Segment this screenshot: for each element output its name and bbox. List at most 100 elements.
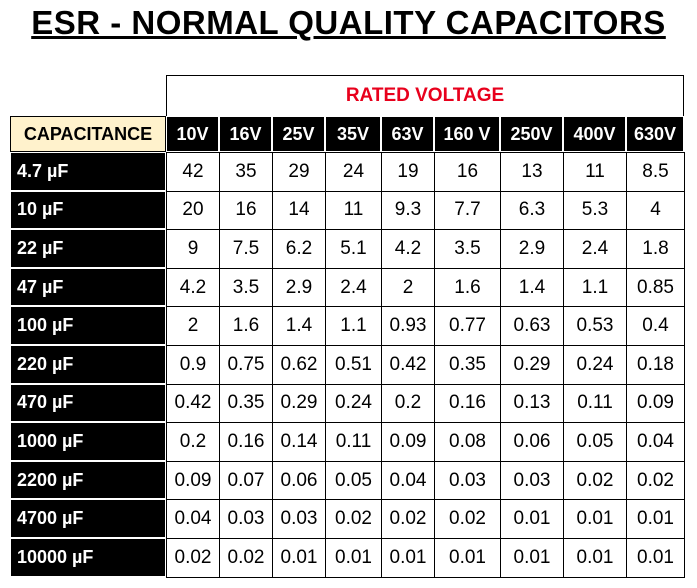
column-header: 400V xyxy=(563,116,626,152)
esr-value: 0.04 xyxy=(166,499,220,539)
esr-value: 0.93 xyxy=(381,306,435,346)
esr-value: 0.09 xyxy=(626,383,685,424)
esr-value: 0.01 xyxy=(381,538,435,578)
esr-value: 0.42 xyxy=(381,345,435,385)
esr-value: 0.09 xyxy=(166,460,220,501)
esr-value: 0.07 xyxy=(219,460,273,501)
esr-value: 2 xyxy=(166,306,220,346)
column-header: 35V xyxy=(325,116,381,152)
esr-value: 0.09 xyxy=(381,422,435,462)
esr-value: 3.5 xyxy=(434,229,501,269)
esr-value: 19 xyxy=(381,152,435,192)
esr-value: 0.01 xyxy=(626,538,685,578)
esr-value: 0.63 xyxy=(500,306,564,346)
esr-value: 0.13 xyxy=(500,383,564,424)
column-header: 16V xyxy=(219,116,272,152)
column-header: 25V xyxy=(272,116,325,152)
column-header: 630V xyxy=(626,116,684,152)
esr-value: 0.01 xyxy=(563,538,627,578)
column-header: 63V xyxy=(381,116,434,152)
esr-value: 5.3 xyxy=(563,190,627,231)
esr-value: 0.01 xyxy=(500,499,564,539)
esr-value: 2 xyxy=(381,267,435,308)
esr-value: 0.01 xyxy=(325,538,382,578)
row-label: 1000 µF xyxy=(10,422,166,461)
group-header: RATED VOLTAGE xyxy=(166,75,684,117)
esr-value: 7.7 xyxy=(434,190,501,231)
esr-value: 0.18 xyxy=(626,345,685,385)
esr-value: 0.11 xyxy=(325,422,382,462)
column-header: 160 V xyxy=(434,116,500,152)
esr-value: 6.2 xyxy=(272,229,326,269)
esr-value: 0.02 xyxy=(434,499,501,539)
esr-value: 9 xyxy=(166,229,220,269)
esr-value: 7.5 xyxy=(219,229,273,269)
esr-value: 0.53 xyxy=(563,306,627,346)
esr-value: 29 xyxy=(272,152,326,192)
esr-value: 0.16 xyxy=(219,422,273,462)
esr-value: 0.75 xyxy=(219,345,273,385)
esr-value: 2.4 xyxy=(563,229,627,269)
esr-value: 4 xyxy=(626,190,685,231)
esr-value: 0.11 xyxy=(563,383,627,424)
esr-value: 0.2 xyxy=(166,422,220,462)
esr-value: 0.02 xyxy=(166,538,220,578)
esr-value: 0.03 xyxy=(219,499,273,539)
esr-value: 1.6 xyxy=(434,267,501,308)
esr-value: 0.01 xyxy=(434,538,501,578)
esr-value: 0.51 xyxy=(325,345,382,385)
row-label: 4.7 µF xyxy=(10,152,166,191)
esr-value: 1.1 xyxy=(563,267,627,308)
esr-value: 0.01 xyxy=(626,499,685,539)
esr-value: 16 xyxy=(219,190,273,231)
esr-value: 5.1 xyxy=(325,229,382,269)
esr-value: 20 xyxy=(166,190,220,231)
esr-value: 0.05 xyxy=(563,422,627,462)
esr-value: 0.01 xyxy=(272,538,326,578)
row-label: 220 µF xyxy=(10,345,166,384)
esr-value: 6.3 xyxy=(500,190,564,231)
esr-value: 0.62 xyxy=(272,345,326,385)
esr-value: 2.4 xyxy=(325,267,382,308)
row-label: 100 µF xyxy=(10,306,166,345)
esr-value: 3.5 xyxy=(219,267,273,308)
esr-value: 2.9 xyxy=(500,229,564,269)
esr-value: 0.24 xyxy=(563,345,627,385)
esr-value: 1.4 xyxy=(500,267,564,308)
row-label: 2200 µF xyxy=(10,460,166,500)
row-label: 4700 µF xyxy=(10,499,166,538)
esr-value: 0.77 xyxy=(434,306,501,346)
esr-value: 8.5 xyxy=(626,152,685,192)
title: ESR - NORMAL QUALITY CAPACITORS xyxy=(31,4,666,41)
esr-value: 0.85 xyxy=(626,267,685,308)
esr-value: 0.29 xyxy=(500,345,564,385)
row-label: 22 µF xyxy=(10,229,166,268)
esr-value: 1.8 xyxy=(626,229,685,269)
esr-value: 0.01 xyxy=(500,538,564,578)
esr-value: 24 xyxy=(325,152,382,192)
esr-value: 0.02 xyxy=(219,538,273,578)
esr-value: 0.03 xyxy=(434,460,501,501)
row-label: 10 µF xyxy=(10,190,166,230)
esr-value: 0.04 xyxy=(626,422,685,462)
esr-value: 0.05 xyxy=(325,460,382,501)
column-header: 250V xyxy=(500,116,563,152)
esr-value: 0.08 xyxy=(434,422,501,462)
esr-value: 0.03 xyxy=(500,460,564,501)
esr-value: 0.29 xyxy=(272,383,326,424)
esr-value: 0.01 xyxy=(563,499,627,539)
row-label: 47 µF xyxy=(10,267,166,307)
esr-value: 14 xyxy=(272,190,326,231)
row-label: 10000 µF xyxy=(10,538,166,577)
esr-value: 0.04 xyxy=(381,460,435,501)
esr-value: 0.03 xyxy=(272,499,326,539)
esr-value: 9.3 xyxy=(381,190,435,231)
column-header: 10V xyxy=(166,116,219,152)
esr-value: 11 xyxy=(563,152,627,192)
esr-value: 0.02 xyxy=(563,460,627,501)
esr-value: 0.14 xyxy=(272,422,326,462)
esr-value: 0.2 xyxy=(381,383,435,424)
esr-value: 0.9 xyxy=(166,345,220,385)
esr-value: 16 xyxy=(434,152,501,192)
